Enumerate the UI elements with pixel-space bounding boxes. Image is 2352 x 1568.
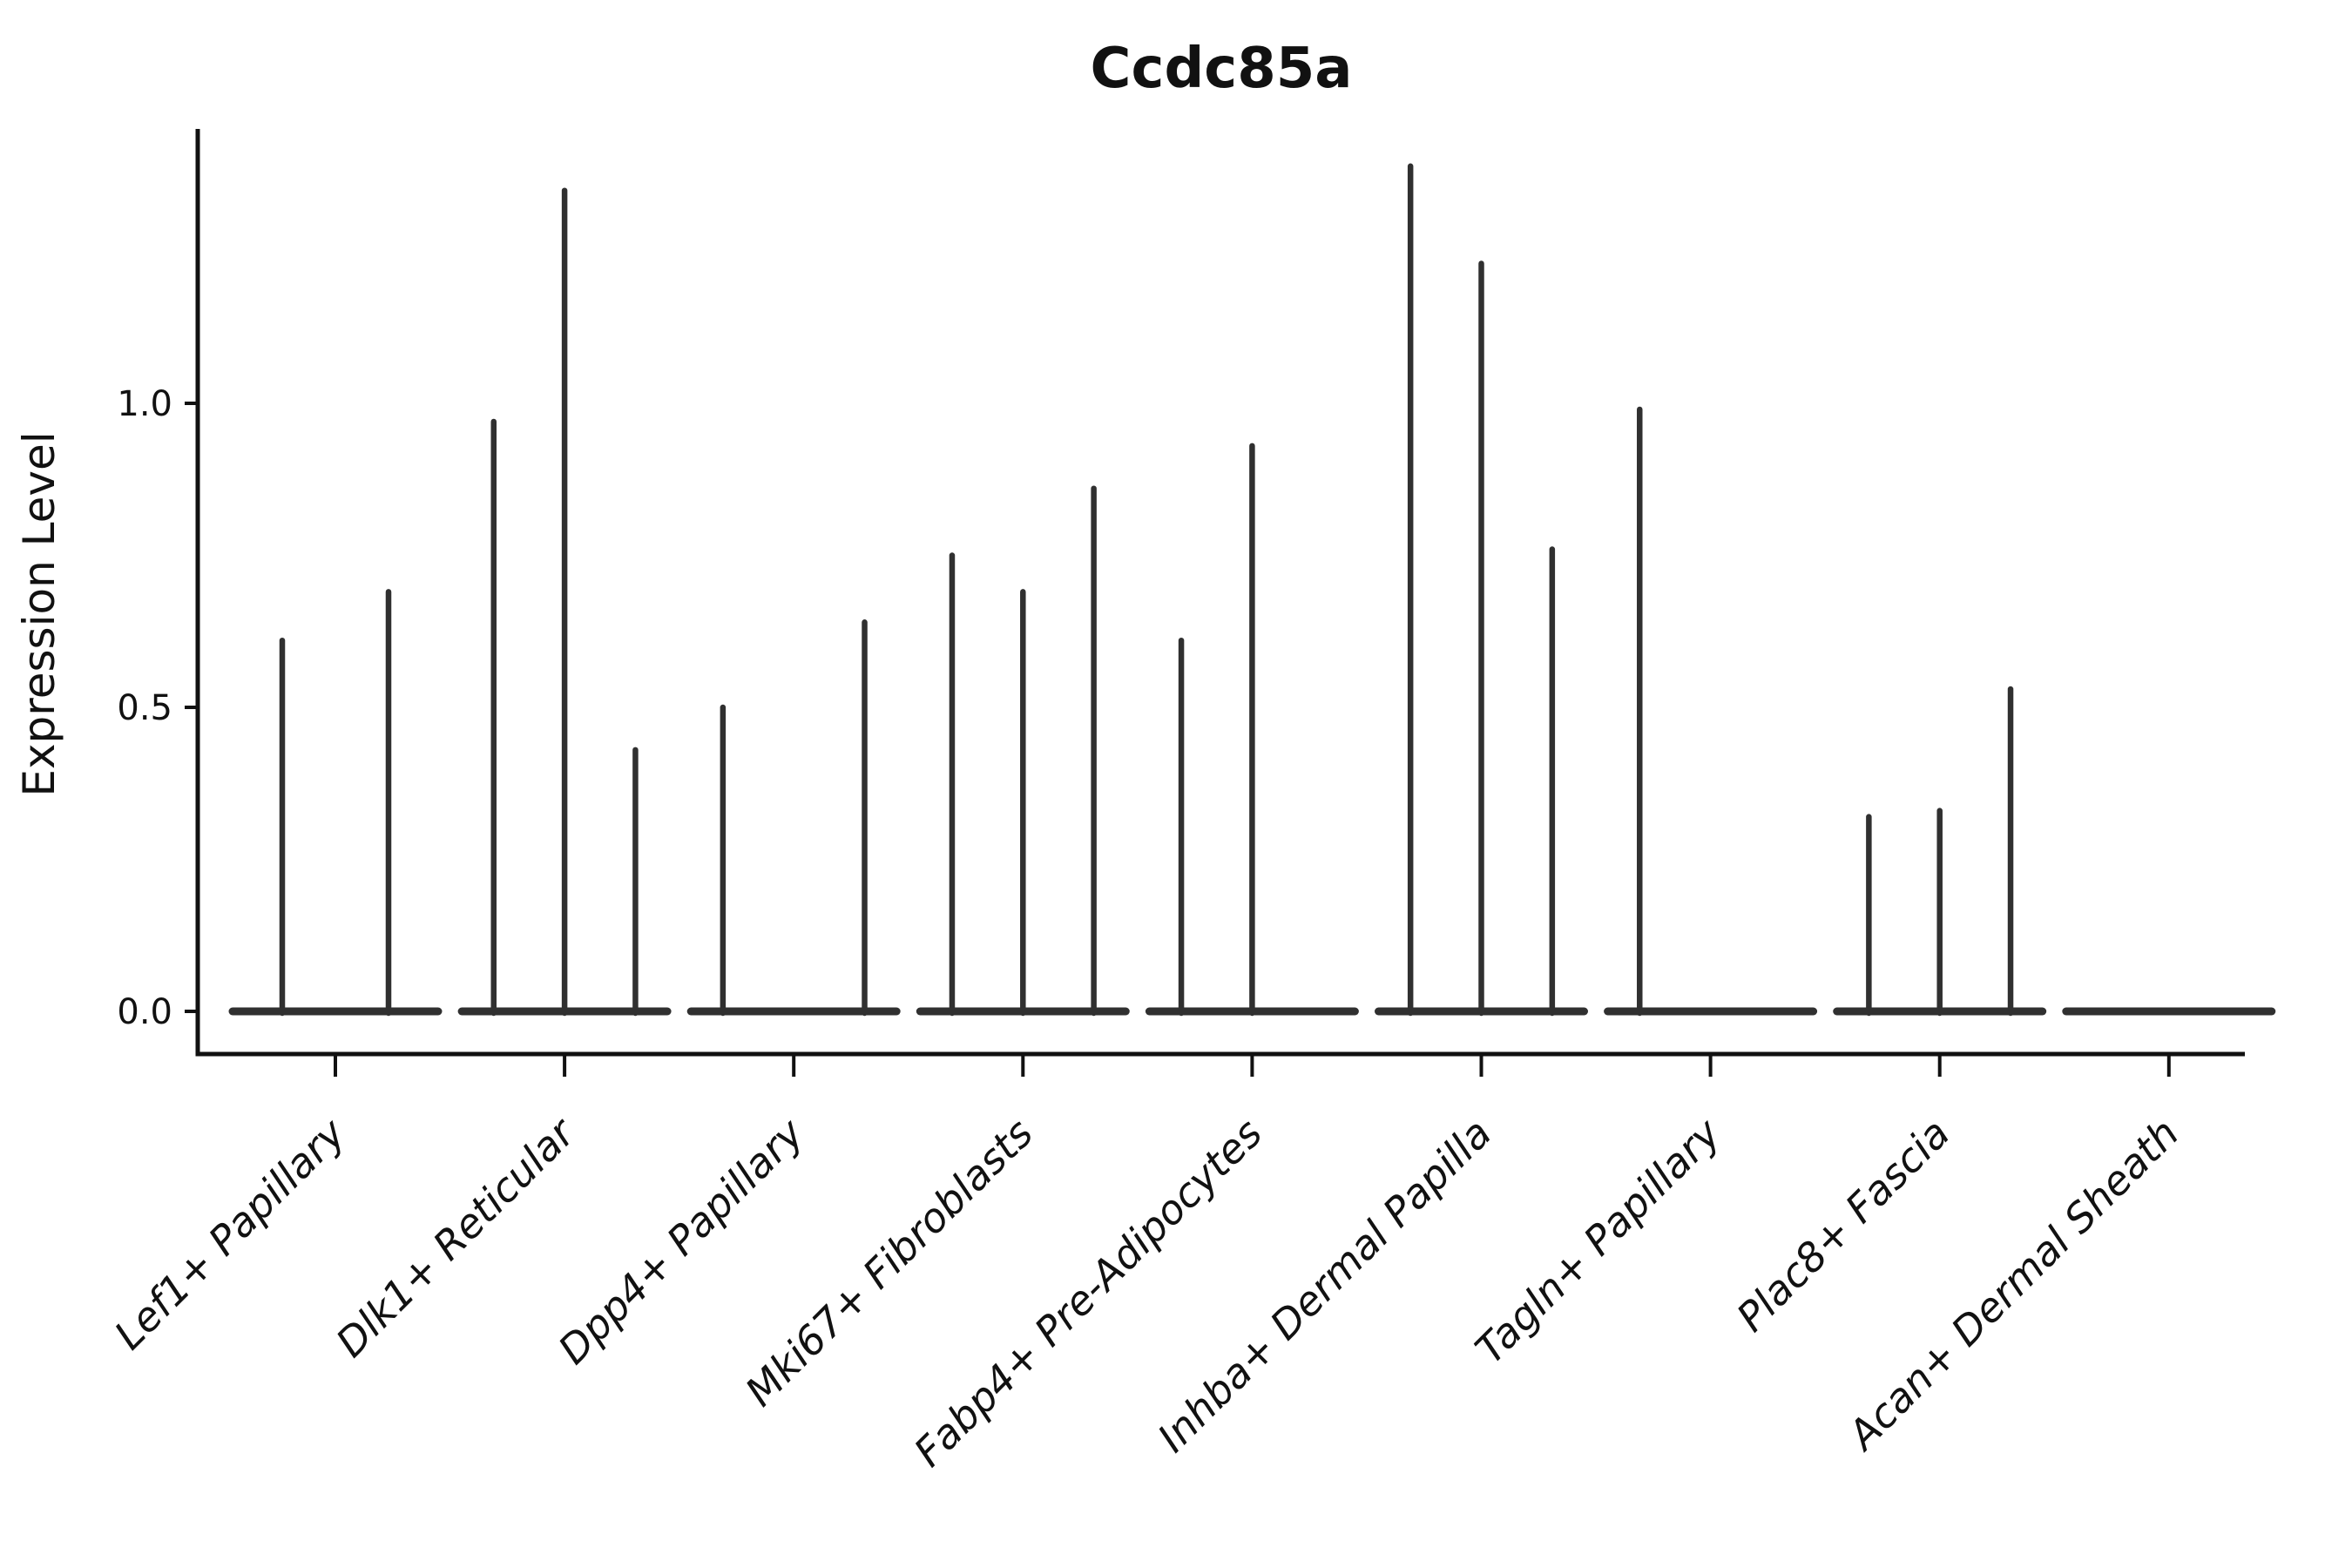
axes-layer: 0.0 0.5 1.0 [117, 129, 2245, 1077]
chart-title: Ccdc85a [1091, 37, 1353, 101]
x-tick-label: Dpp4+ Papillary [549, 1109, 813, 1373]
y-tick-label: 1.0 [117, 384, 172, 424]
x-tick-label: Dlk1+ Reticular [327, 1107, 585, 1366]
x-tick-label: Plac8+ Fascia [1727, 1110, 1958, 1341]
y-tick-label: 0.0 [117, 992, 172, 1032]
x-tick-label: Lef1+ Papillary [105, 1109, 355, 1358]
y-tick-label: 0.5 [117, 688, 172, 728]
violin-layer [228, 163, 2276, 1017]
y-axis-label: Expression Level [14, 431, 64, 796]
x-tick-label: Tagln+ Papillary [1466, 1109, 1730, 1373]
